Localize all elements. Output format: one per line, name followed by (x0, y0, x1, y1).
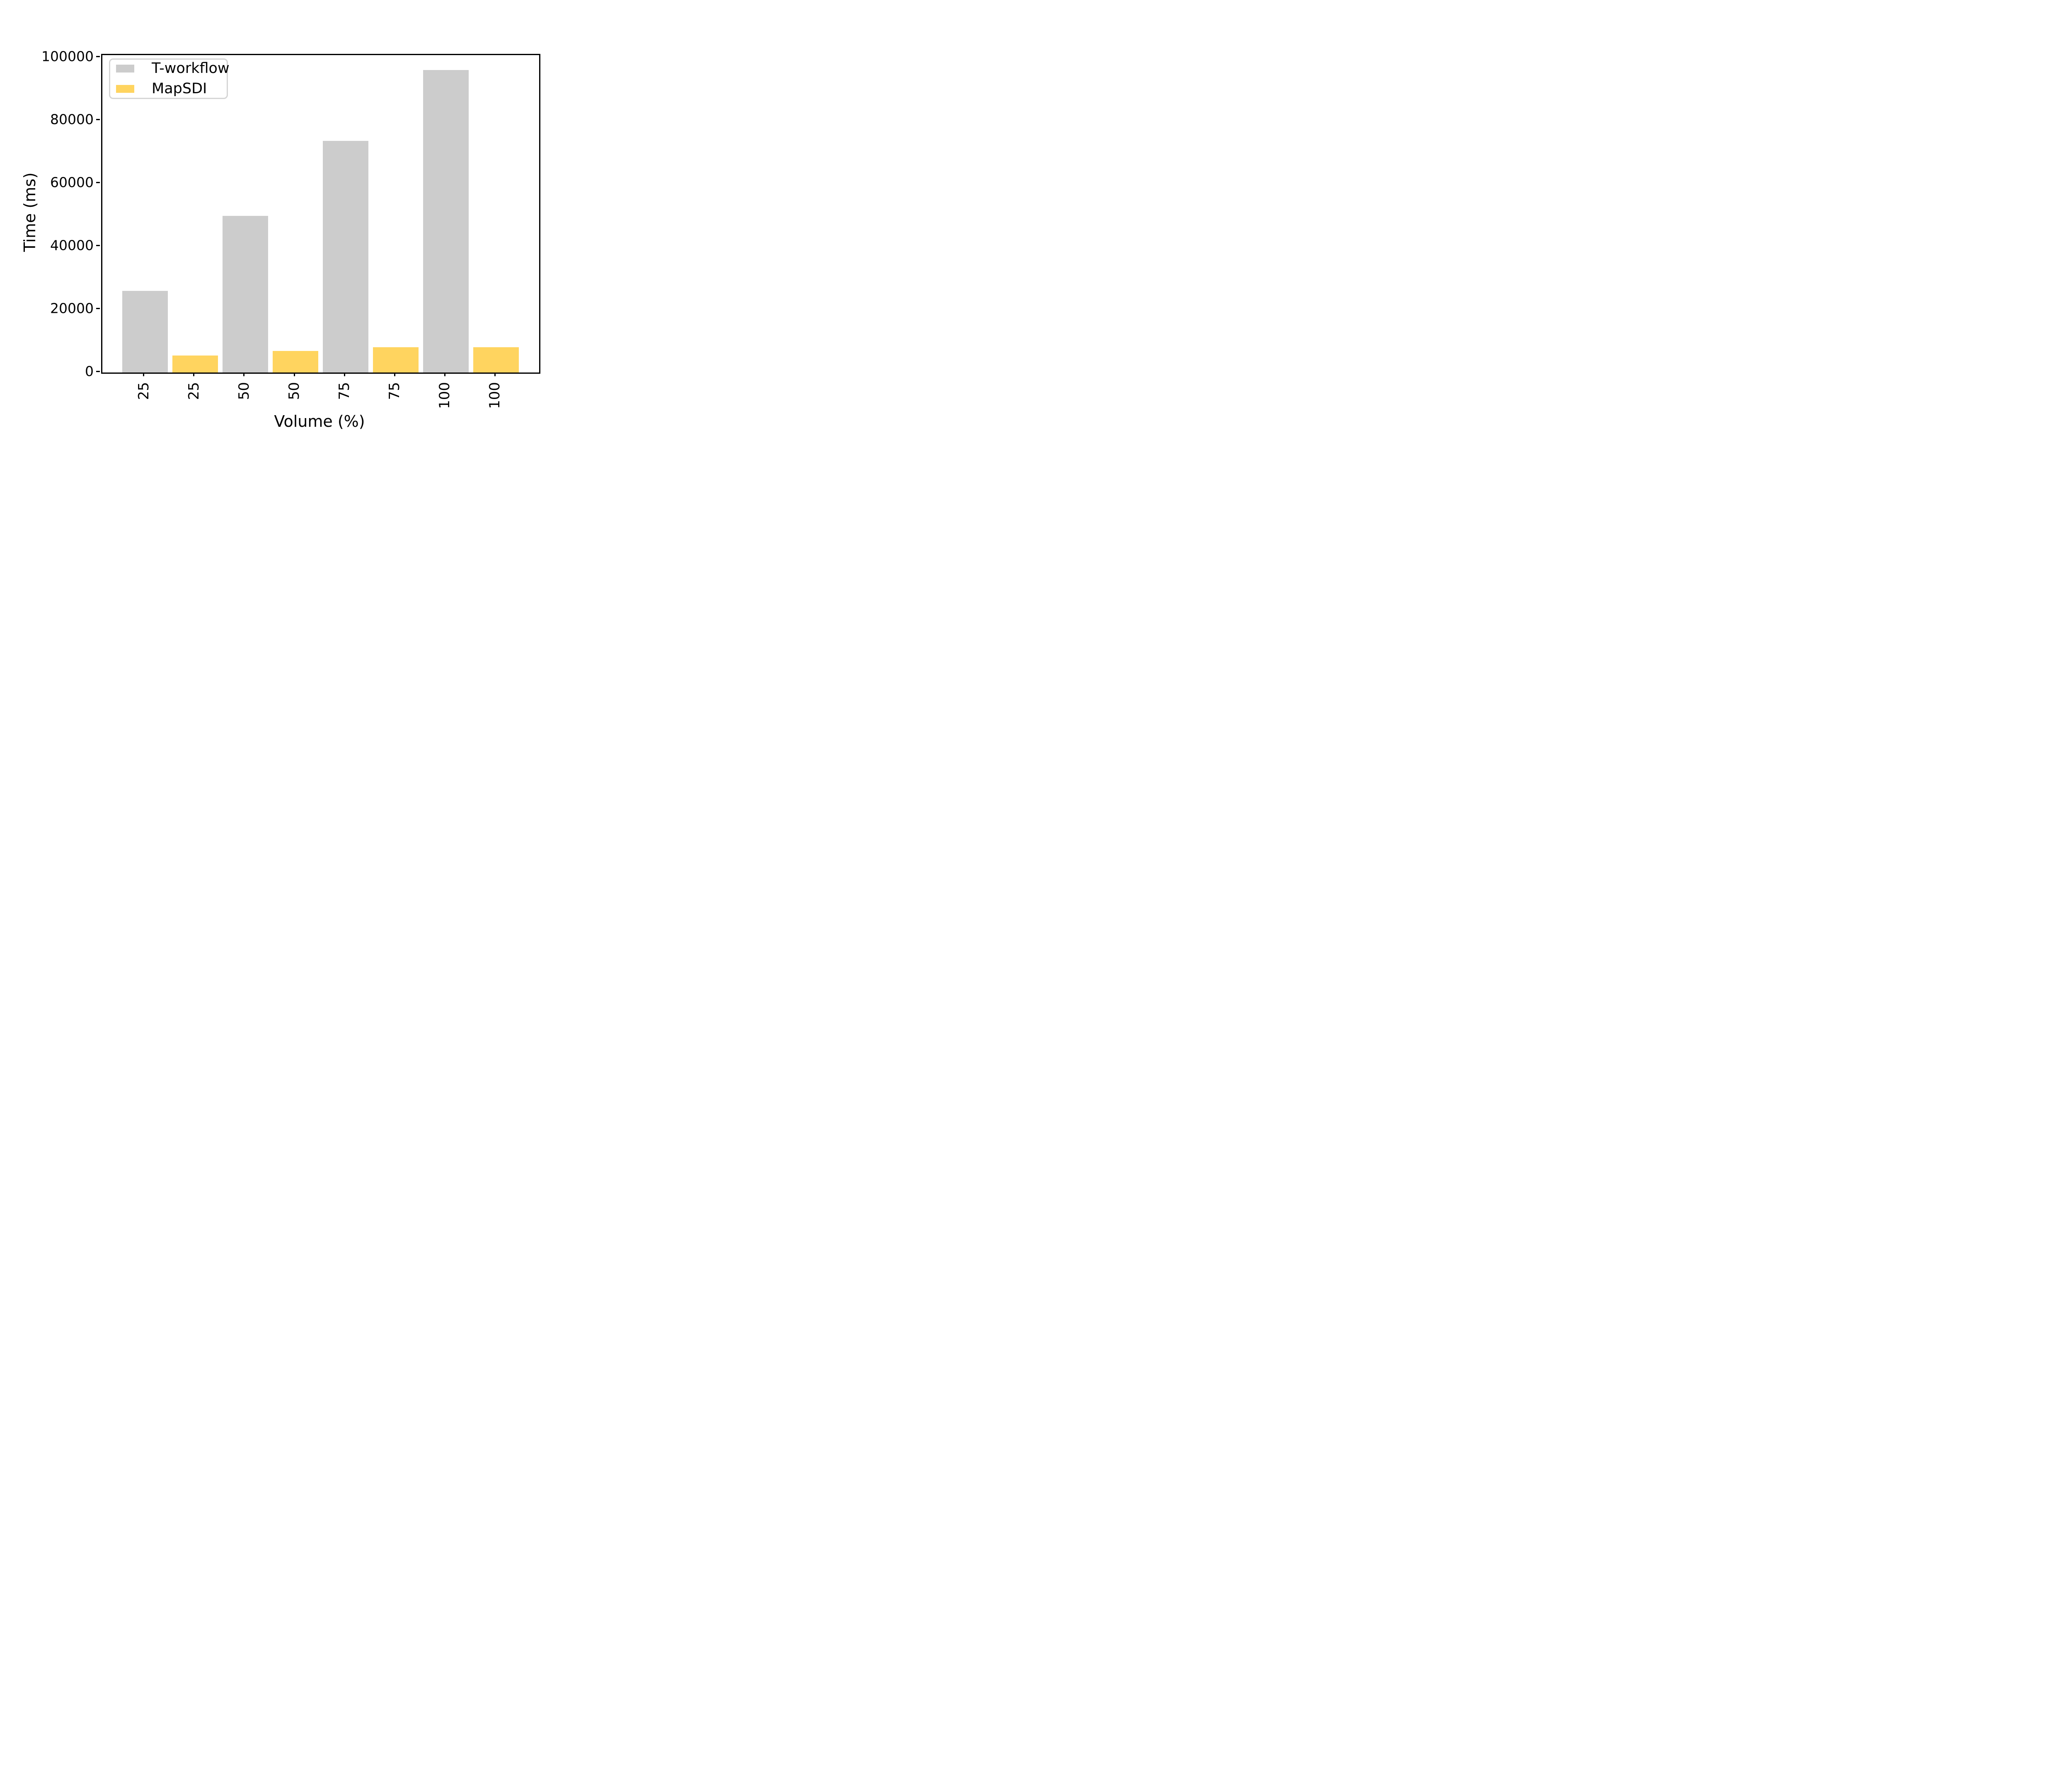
bar-t-workflow-75-4 (323, 141, 369, 373)
x-tick-label-7-100: 100 (487, 382, 513, 409)
y-axis-label: Time (ms) (21, 172, 100, 252)
bar-mapsdi-100-7 (473, 347, 519, 373)
x-tick-7-100 (494, 373, 496, 376)
x-tick-label-3-50: 50 (286, 382, 304, 400)
x-tick-label-4-75: 75 (336, 382, 354, 400)
y-tick-label-80000: 80000 (50, 111, 94, 128)
x-tick-5-75 (394, 373, 395, 376)
x-tick-3-50 (293, 373, 295, 376)
x-tick-label-text: 75 (386, 382, 403, 400)
x-tick-label-2-50: 50 (235, 382, 254, 400)
y-tick-label-0: 0 (85, 363, 94, 380)
legend-label: MapSDI (152, 80, 207, 97)
legend-entry-mapsdi: MapSDI (116, 82, 220, 96)
y-tick-80000 (96, 119, 100, 120)
bar-mapsdi-50-3 (273, 351, 318, 373)
y-tick-20000 (96, 307, 100, 309)
y-tick-0 (96, 370, 100, 372)
x-tick-label-text: 100 (487, 382, 503, 409)
y-tick-label-60000: 60000 (50, 174, 94, 191)
legend-swatch-mapsdi (116, 85, 134, 93)
legend: T-workflow MapSDI (109, 58, 230, 99)
legend-entry-t-workflow: T-workflow (116, 61, 230, 76)
bar-t-workflow-25-0 (122, 291, 168, 373)
x-tick-label-6-100: 100 (436, 382, 463, 409)
x-tick-label-text: 50 (235, 382, 252, 400)
x-tick-label-text: 75 (336, 382, 353, 400)
y-tick-100000 (96, 56, 100, 57)
x-tick-label-text: 50 (286, 382, 303, 400)
x-tick-0-25 (143, 373, 145, 376)
bar-mapsdi-25-1 (172, 355, 218, 373)
x-tick-6-100 (444, 373, 445, 376)
x-axis-label: Volume (%) (274, 412, 365, 431)
bar-t-workflow-100-6 (423, 70, 469, 373)
x-tick-4-75 (344, 373, 345, 376)
y-tick-label-40000: 40000 (50, 237, 94, 254)
x-tick-label-1-25: 25 (185, 382, 203, 400)
y-tick-60000 (96, 181, 100, 183)
x-tick-label-text: 100 (436, 382, 453, 409)
y-tick-label-100000: 100000 (41, 48, 94, 65)
bar-mapsdi-75-5 (373, 347, 419, 373)
figure: Time (ms) 0 20000 40000 60000 80000 100000 25… (0, 0, 597, 448)
y-tick-40000 (96, 244, 100, 246)
bar-t-workflow-50-2 (222, 216, 268, 373)
y-tick-label-20000: 20000 (50, 300, 94, 317)
x-tick-1-25 (193, 373, 195, 376)
legend-swatch-t-workflow (116, 65, 134, 73)
x-tick-label-text: 25 (135, 382, 152, 400)
plot-area (101, 54, 540, 374)
x-tick-label-text: 25 (185, 382, 202, 400)
x-tick-label-0-25: 25 (135, 382, 153, 400)
x-tick-2-50 (243, 373, 245, 376)
legend-label: T-workflow (152, 60, 230, 77)
x-tick-label-5-75: 75 (386, 382, 404, 400)
